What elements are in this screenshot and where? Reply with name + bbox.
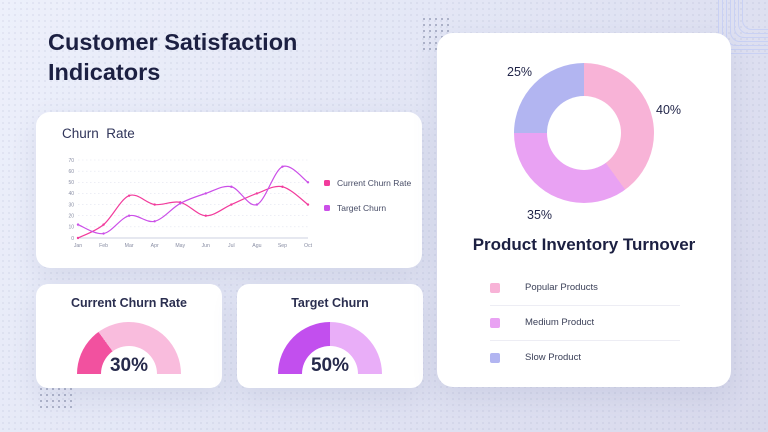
dot-grid-decoration-bottom	[38, 386, 72, 410]
svg-text:20: 20	[68, 214, 74, 220]
svg-text:50: 50	[68, 180, 74, 186]
svg-text:10: 10	[68, 225, 74, 231]
legend-label-medium-product: Medium Product	[525, 317, 595, 328]
donut-label-popular: 40%	[656, 103, 682, 117]
svg-text:Apr: Apr	[151, 243, 159, 249]
target-churn-gauge-title: Target Churn	[291, 296, 369, 310]
svg-text:Jul: Jul	[228, 243, 235, 249]
donut-hole	[547, 96, 621, 170]
target-churn-gauge-card: Target Churn 50%	[237, 284, 423, 388]
churn-rate-card: Churn Rate 0 10 20 30 40 50 60 70 Jan Feb Mar Apr Ma…	[36, 112, 422, 268]
current-churn-rate-gauge-title: Current Churn Rate	[71, 296, 187, 310]
donut-label-slow: 25%	[507, 65, 533, 79]
current-churn-rate-gauge: 30%	[77, 322, 181, 376]
svg-text:Agu: Agu	[252, 243, 261, 249]
legend-item-slow-product: Slow Product	[490, 341, 680, 375]
legend-label-slow-product: Slow Product	[525, 352, 581, 363]
svg-text:60: 60	[68, 169, 74, 175]
legend-label-current-churn-rate: Current Churn Rate	[337, 178, 412, 188]
legend-label-popular-products: Popular Products	[525, 282, 598, 293]
legend-swatch-slow-product	[490, 352, 500, 363]
legend-swatch-target-churn	[324, 205, 330, 211]
svg-text:70: 70	[68, 158, 74, 164]
current-churn-rate-gauge-card: Current Churn Rate 30%	[36, 284, 222, 388]
legend-label-target-churn: Target Churn	[337, 203, 387, 213]
svg-text:Jan: Jan	[74, 243, 82, 249]
donut-label-medium: 35%	[527, 208, 553, 222]
svg-text:Feb: Feb	[99, 243, 108, 249]
churn-chart-legend: Current Churn Rate Target Churn	[324, 178, 411, 213]
legend-item-medium-product: Medium Product	[490, 306, 680, 341]
current-churn-rate-gauge-value: 30%	[109, 355, 149, 376]
inventory-donut-chart	[514, 63, 654, 203]
legend-item-current-churn-rate: Current Churn Rate	[324, 178, 411, 188]
product-inventory-card: 25% 40% 35% Product Inventory Turnover P…	[437, 33, 731, 387]
svg-text:May: May	[175, 243, 185, 249]
target-churn-gauge: 50%	[278, 322, 382, 376]
svg-text:Jun: Jun	[202, 243, 210, 249]
churn-line-chart: 0 10 20 30 40 50 60 70 Jan Feb Mar Apr May Jun Jul Agu S…	[68, 158, 313, 249]
churn-chart-title: Churn Rate	[62, 126, 135, 141]
svg-text:Sep: Sep	[278, 243, 287, 249]
legend-item-popular-products: Popular Products	[490, 271, 680, 306]
inventory-legend: Popular Products Medium Product Slow Pro…	[490, 271, 680, 375]
target-churn-gauge-value: 50%	[310, 355, 350, 376]
svg-text:Oct: Oct	[304, 243, 313, 249]
legend-item-target-churn: Target Churn	[324, 203, 411, 213]
corner-brackets-decoration	[718, 0, 768, 62]
page-title: Customer Satisfaction Indicators	[48, 29, 298, 85]
svg-text:30: 30	[68, 202, 74, 208]
legend-swatch-medium-product	[490, 317, 500, 328]
legend-swatch-current-churn-rate	[324, 180, 330, 186]
legend-swatch-popular-products	[490, 282, 500, 293]
svg-text:40: 40	[68, 191, 74, 197]
svg-text:0: 0	[71, 236, 74, 242]
svg-text:Mar: Mar	[125, 243, 134, 249]
inventory-chart-title: Product Inventory Turnover	[472, 235, 696, 254]
